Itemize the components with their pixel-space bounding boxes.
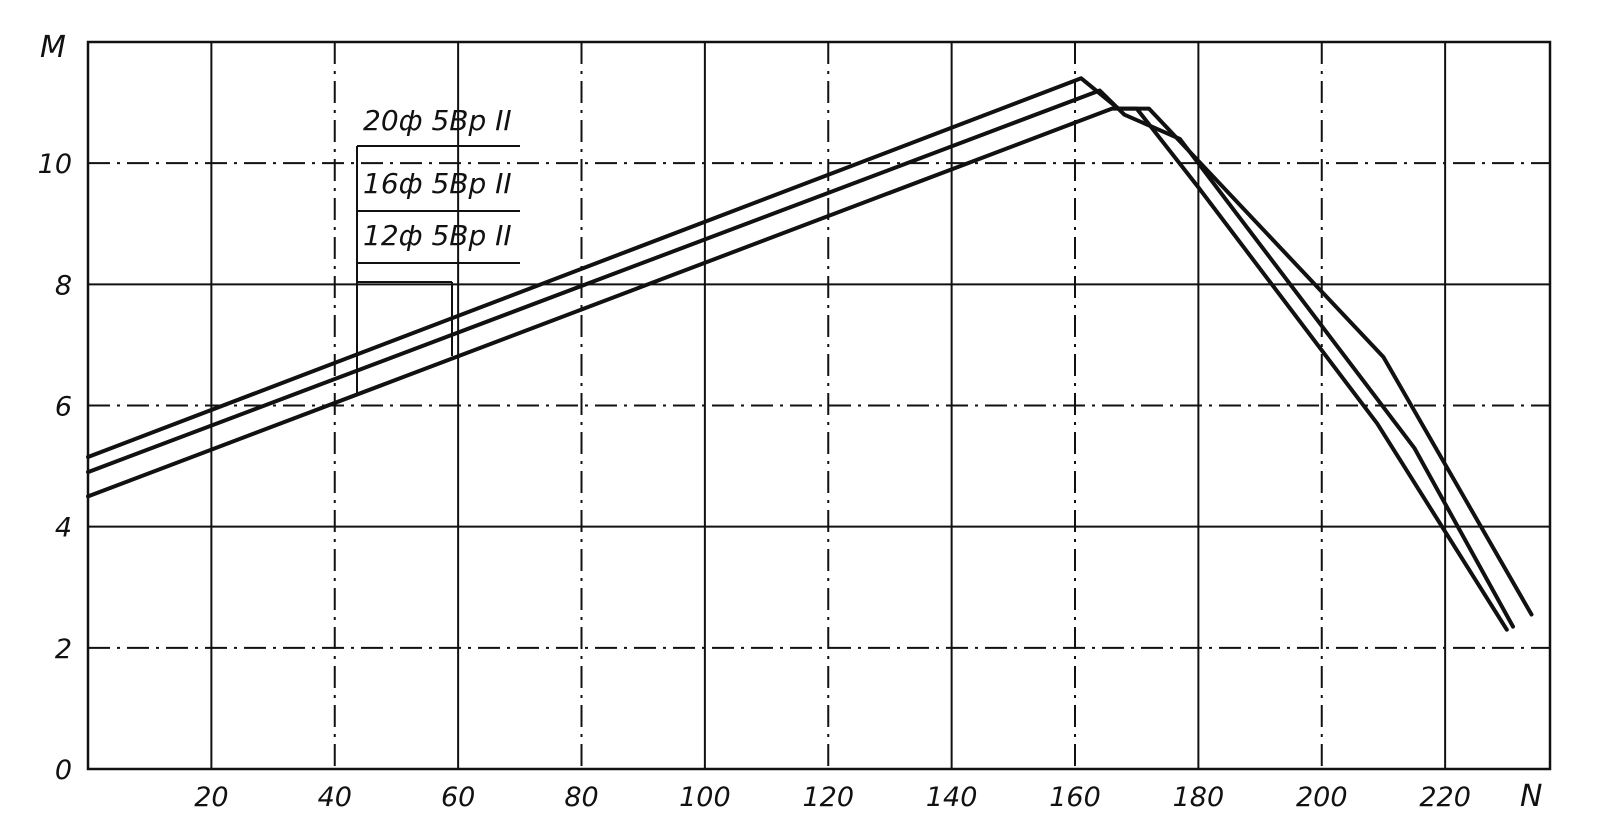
series-line-1 [86,76,1534,617]
y-tick-label: 8 [55,270,72,301]
x-tick-label: 180 [1173,782,1225,813]
curves [86,76,1534,632]
y-tick-label: 4 [55,513,72,544]
x-tick-label: 200 [1296,782,1348,813]
x-tick-label: 140 [926,782,978,813]
x-tick-label: 220 [1419,782,1471,813]
legend-item-2: 16ф 5Вр II [363,167,512,200]
x-tick-label: 160 [1049,782,1101,813]
y-tick-label: 6 [55,392,72,423]
legend-item-1: 20ф 5Вр II [363,104,512,137]
series-line-2 [86,88,1515,629]
x-axis-label: N [1520,779,1542,814]
grid [88,42,1550,769]
x-tick-label: 80 [564,782,598,813]
y-axis-label: M [40,30,66,65]
tick-labels: 20 40 60 80 100 120 140 160 180 200 220 0 2 4 6 8 10 [38,149,1471,813]
legend-item-3: 12ф 5Вр II [363,219,512,252]
y-tick-label: 0 [55,755,72,786]
y-tick-label: 2 [55,634,72,665]
x-tick-label: 120 [802,782,854,813]
plot-frame [86,40,1552,771]
x-tick-label: 20 [194,782,228,813]
x-tick-label: 100 [679,782,731,813]
x-tick-label: 40 [318,782,352,813]
x-tick-label: 60 [441,782,475,813]
y-tick-label: 10 [38,149,72,180]
legend: 20ф 5Вр II 16ф 5Вр II 12ф 5Вр II [356,104,520,394]
series-line-3 [86,106,1509,632]
